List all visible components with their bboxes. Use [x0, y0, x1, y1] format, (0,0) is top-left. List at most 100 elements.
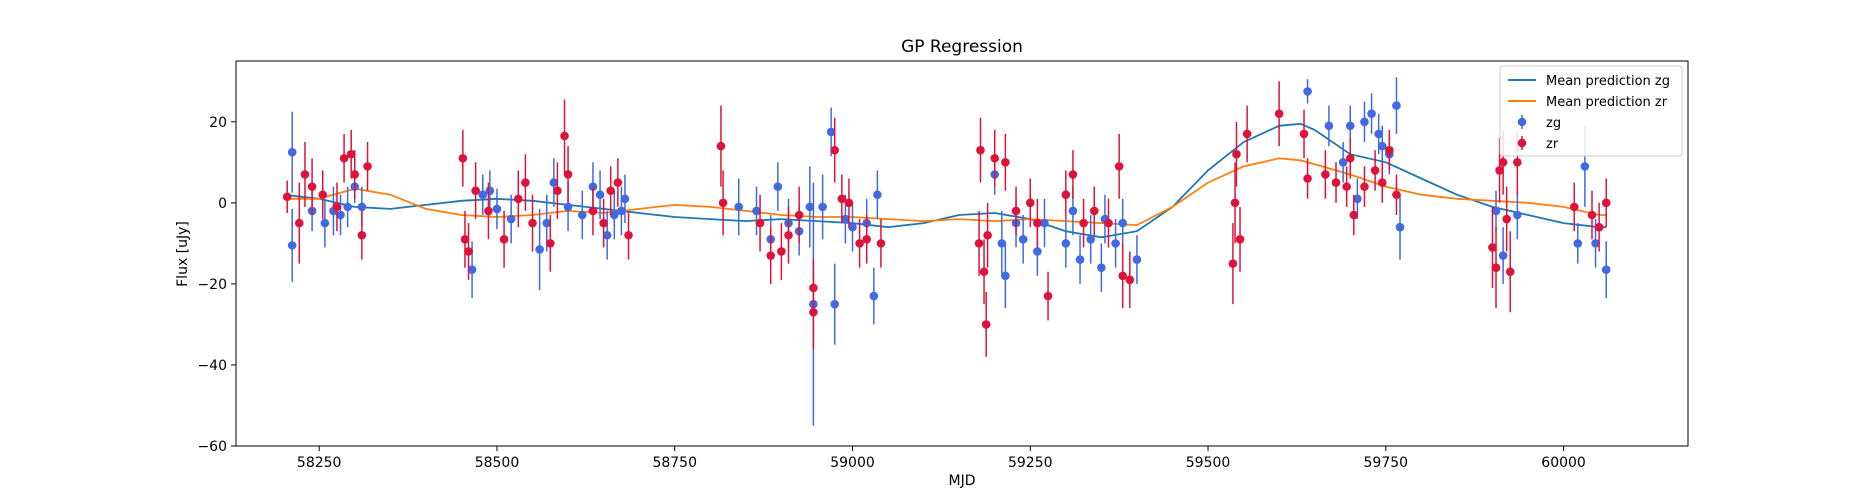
point-zr [1491, 263, 1501, 272]
curve-mean-prediction-zr [283, 157, 1607, 227]
point-zg [1360, 117, 1369, 127]
point-zr [484, 206, 493, 216]
point-zr [357, 230, 367, 240]
point-zr [1495, 166, 1504, 175]
point-zg [873, 190, 882, 200]
point-zg [1018, 235, 1028, 244]
point-zg [1097, 263, 1106, 272]
legend: Mean prediction zg Mean prediction zr zg zr [1499, 65, 1683, 157]
point-zg [1061, 239, 1071, 248]
y-tick-label: 20 [209, 115, 227, 131]
point-zr [460, 235, 470, 244]
point-zg [287, 241, 297, 250]
point-zr [307, 182, 317, 191]
point-zg [1377, 141, 1387, 151]
point-zr [471, 186, 480, 195]
y-axis-label: Flux [uJy] [175, 221, 191, 287]
point-zr [718, 198, 728, 208]
point-zg [869, 291, 879, 301]
point-zg [1033, 247, 1042, 256]
point-zr [1498, 158, 1508, 167]
point-zg [805, 202, 815, 212]
point-zg [1498, 251, 1508, 260]
point-zr [1033, 218, 1042, 228]
x-tick-label: 58500 [475, 455, 520, 471]
point-zg [848, 222, 857, 232]
point-zr [499, 235, 509, 244]
point-zr [990, 153, 1000, 163]
point-zr [1068, 170, 1078, 179]
point-zg [1395, 222, 1405, 232]
point-zg [467, 265, 477, 275]
point-zr [1342, 182, 1351, 191]
x-tick-label: 59000 [830, 455, 875, 471]
point-zg [602, 230, 612, 240]
point-zg [617, 206, 626, 216]
point-zr [979, 267, 989, 277]
plot-area [235, 60, 1689, 447]
point-zr [1392, 190, 1401, 200]
point-zr [294, 218, 304, 228]
point-zr [318, 190, 328, 200]
point-zr [1321, 170, 1330, 179]
point-zr [974, 239, 984, 248]
point-zg [1591, 239, 1600, 248]
point-zg [506, 214, 516, 224]
point-zr [1385, 145, 1394, 155]
point-zg [1040, 218, 1049, 228]
point-zg [485, 186, 495, 195]
point-zr [588, 206, 598, 216]
point-zr [1377, 178, 1387, 187]
x-tick-label: 59500 [1186, 455, 1231, 471]
point-zr [876, 239, 886, 248]
point-zr [1089, 206, 1099, 216]
point-zr [1230, 198, 1240, 208]
point-zg [1132, 255, 1142, 264]
x-axis: 58250 58500 58750 59000 59250 59500 59750 60000 [297, 446, 1586, 471]
point-zr [563, 170, 573, 179]
point-zr [844, 198, 854, 208]
y-tick-label: −20 [197, 277, 227, 293]
x-tick-label: 59750 [1364, 455, 1409, 471]
point-zr [1502, 214, 1511, 224]
point-zr [1228, 259, 1238, 268]
point-zr [513, 194, 523, 204]
x-axis-label: MJD [949, 473, 976, 489]
point-zr [784, 230, 793, 240]
point-zr [1370, 166, 1380, 175]
legend-label: Mean prediction zr [1546, 95, 1668, 110]
point-zr [528, 218, 537, 228]
point-zr [1331, 178, 1341, 187]
data-points [282, 77, 1611, 426]
point-zg [287, 147, 297, 157]
point-zr [332, 202, 342, 212]
point-zg [1303, 87, 1312, 96]
point-zr [837, 194, 847, 204]
point-zr [521, 178, 530, 187]
legend-label: Mean prediction zg [1546, 74, 1670, 89]
legend-swatch-marker [1517, 117, 1527, 127]
point-zr [1114, 162, 1124, 171]
point-zr [1118, 271, 1128, 281]
point-zr [1104, 218, 1113, 228]
point-zg [830, 299, 840, 309]
point-zg [320, 218, 330, 228]
point-zr [1242, 129, 1252, 139]
point-zg [563, 202, 573, 212]
point-zg [1324, 121, 1334, 131]
point-zr [1488, 243, 1497, 252]
point-zr [464, 247, 473, 256]
point-zr [777, 247, 786, 256]
point-zg [549, 178, 559, 187]
x-tick-label: 58750 [652, 455, 697, 471]
point-zg [997, 239, 1007, 248]
point-zr [1001, 158, 1010, 167]
point-zr [1235, 235, 1245, 244]
point-zg [752, 206, 761, 216]
point-zr [1360, 182, 1369, 191]
legend-swatch-marker [1517, 138, 1527, 148]
point-zr [560, 131, 569, 141]
point-zr [613, 178, 623, 187]
point-zr [458, 153, 468, 163]
point-zg [535, 245, 544, 254]
